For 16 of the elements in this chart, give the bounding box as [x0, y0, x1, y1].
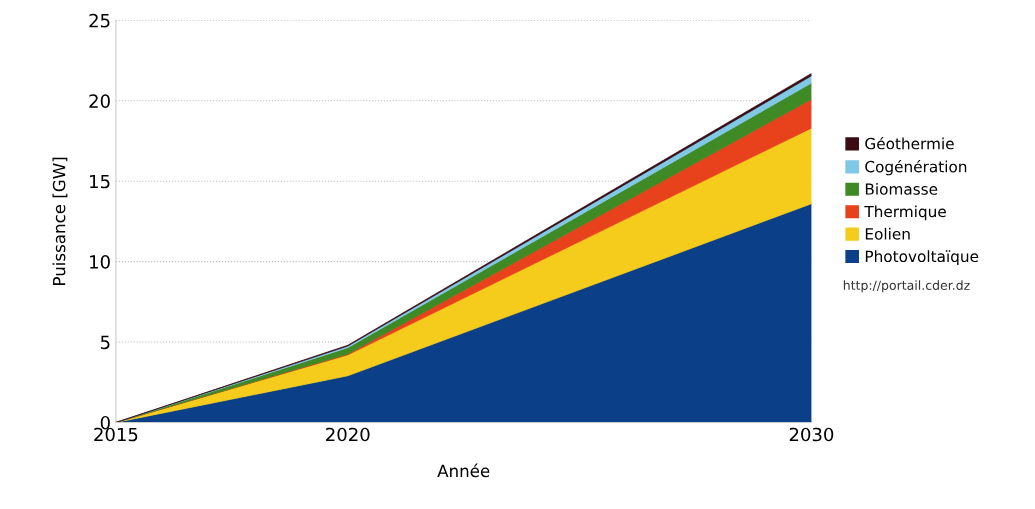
legend-label: Photovoltaïque	[865, 250, 979, 266]
y-axis-title: Puissance [GW]	[52, 157, 68, 285]
legend-label: Eolien	[865, 227, 910, 240]
y-tick-label: 10	[90, 255, 110, 269]
legend-label: Thermique	[864, 205, 946, 221]
x-axis-title: Année	[437, 463, 490, 478]
legend-label: Géothermie	[865, 136, 954, 150]
x-tick-label: 2030	[789, 427, 834, 442]
y-tick-label: 5	[100, 335, 110, 350]
y-tick-label: 25	[89, 13, 110, 28]
legend-label: Cogénération	[865, 159, 967, 176]
text: http://portail.cder.dz	[843, 280, 970, 293]
y-tick-label: 20	[89, 94, 110, 108]
legend-label: Biomasse	[865, 183, 938, 195]
x-tick-label: 2020	[326, 427, 370, 442]
y-tick-label: 15	[90, 174, 110, 189]
